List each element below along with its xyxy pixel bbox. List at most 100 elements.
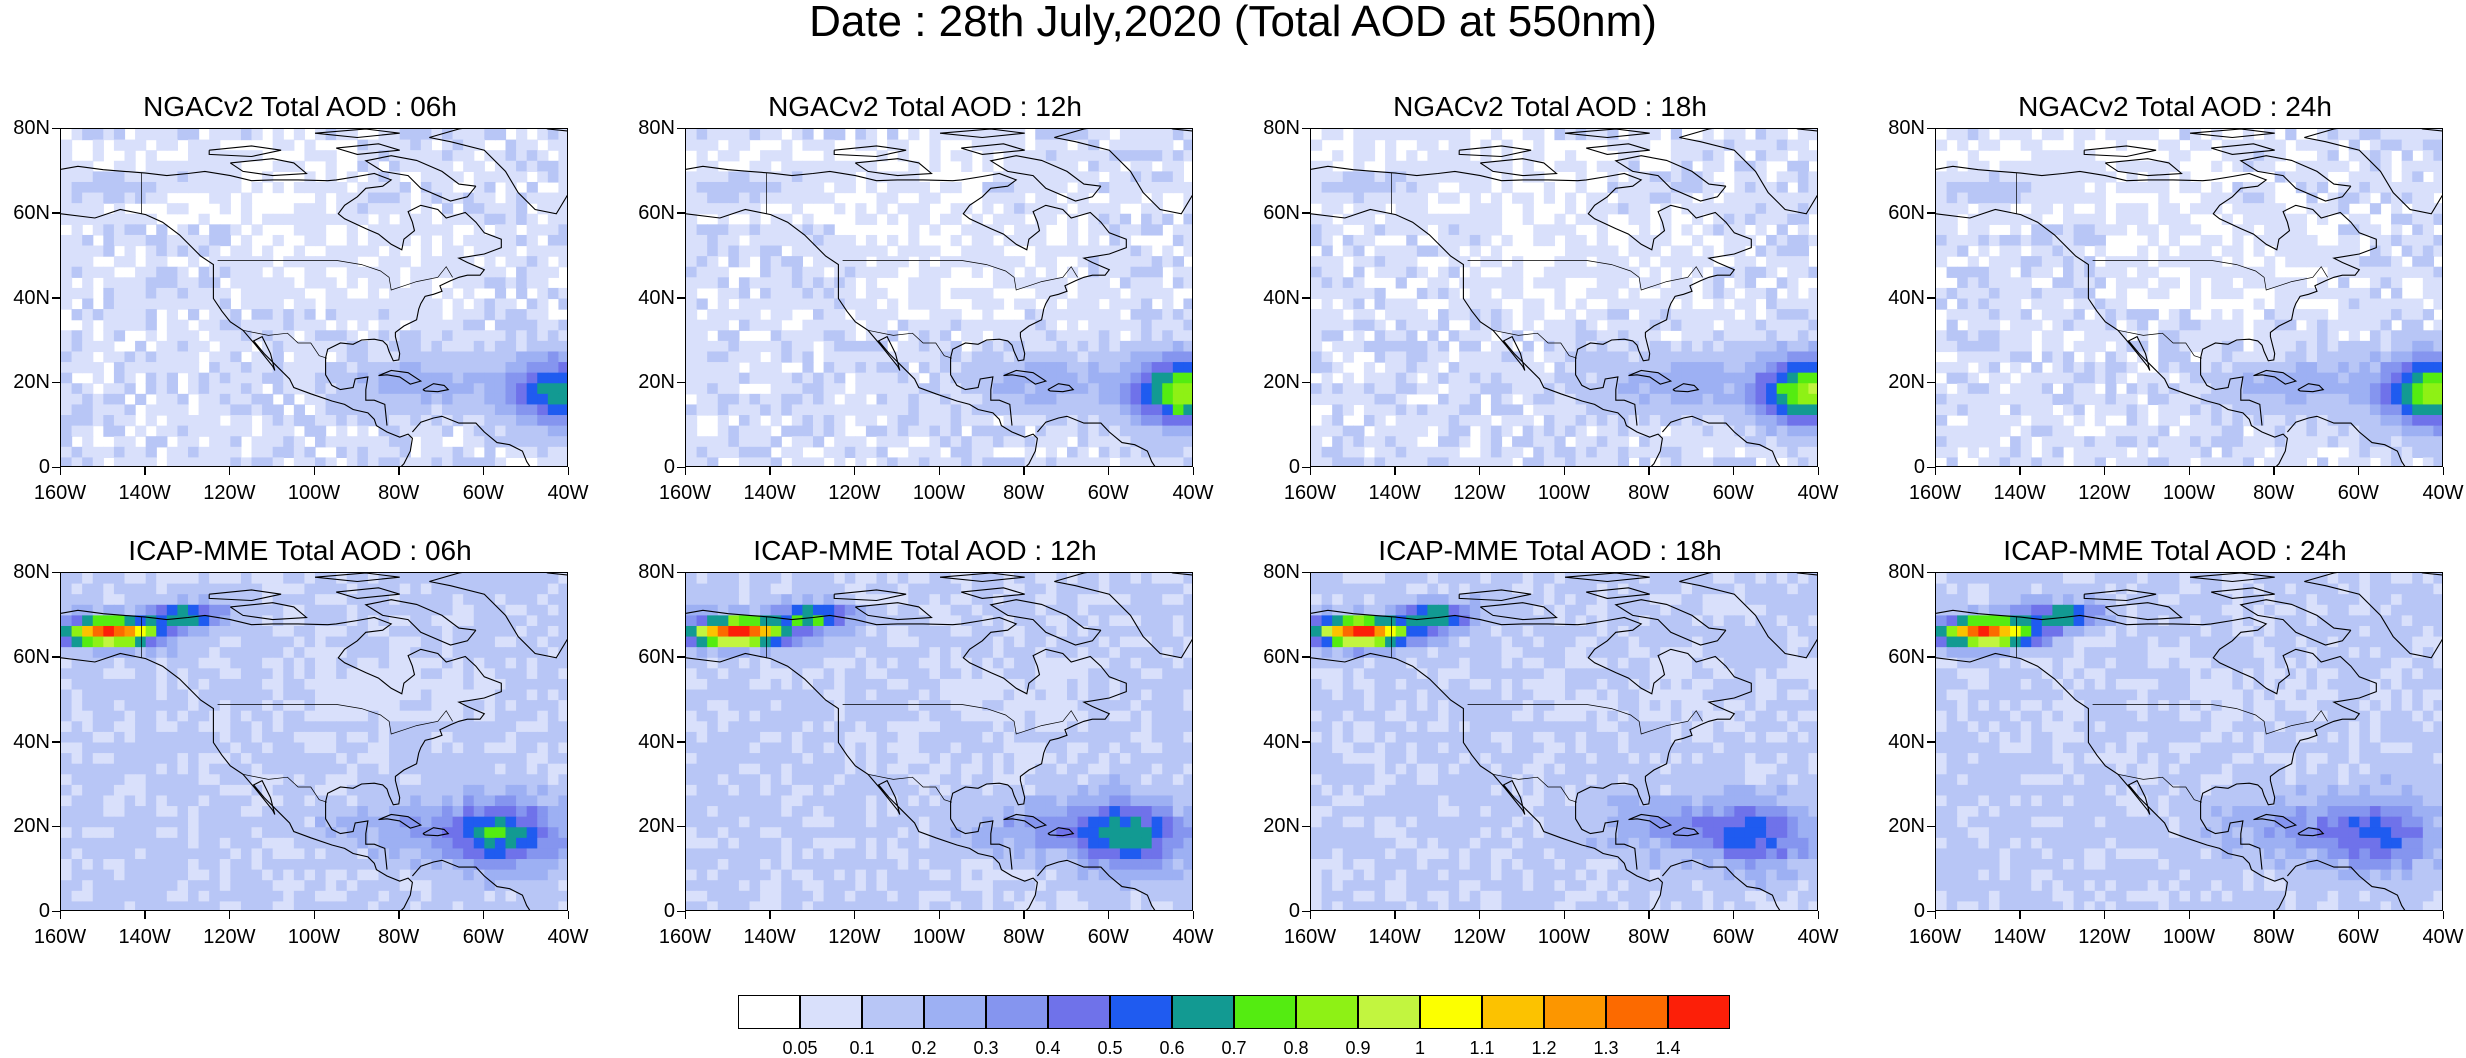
longitude-tick-label: 40W <box>538 483 598 503</box>
tick-mark <box>1927 128 1935 130</box>
latitude-tick-label: 0 <box>1254 457 1300 477</box>
tick-mark <box>52 212 60 214</box>
tick-mark <box>1302 212 1310 214</box>
longitude-tick-label: 80W <box>1619 483 1679 503</box>
tick-mark <box>568 911 570 919</box>
longitude-tick-label: 40W <box>2413 927 2466 947</box>
colorbar-label: 0.1 <box>832 1039 892 1057</box>
tick-mark <box>677 826 685 828</box>
latitude-tick-label: 80N <box>4 118 50 138</box>
longitude-tick-label: 120W <box>199 483 259 503</box>
tick-mark <box>52 656 60 658</box>
tick-mark <box>2189 911 2191 919</box>
colorbar-label: 1 <box>1390 1039 1450 1057</box>
tick-mark <box>1302 297 1310 299</box>
tick-mark <box>769 911 771 919</box>
tick-mark <box>1733 467 1735 475</box>
latitude-tick-label: 0 <box>1254 901 1300 921</box>
longitude-tick-label: 120W <box>1449 483 1509 503</box>
tick-mark <box>1927 382 1935 384</box>
aod-field <box>1311 129 1818 467</box>
tick-mark <box>2189 467 2191 475</box>
aod-field <box>686 129 1193 467</box>
longitude-tick-label: 100W <box>909 483 969 503</box>
tick-mark <box>2443 911 2445 919</box>
map-plot-area <box>1935 572 2443 911</box>
tick-mark <box>2104 467 2106 475</box>
longitude-tick-label: 60W <box>1078 483 1138 503</box>
tick-mark <box>52 826 60 828</box>
map-plot-area <box>1310 128 1818 467</box>
longitude-tick-label: 160W <box>655 483 715 503</box>
tick-mark <box>229 911 231 919</box>
latitude-tick-label: 60N <box>1254 203 1300 223</box>
aod-field <box>1936 573 2443 911</box>
tick-mark <box>1193 911 1195 919</box>
longitude-tick-label: 140W <box>1365 927 1425 947</box>
longitude-tick-label: 40W <box>1788 483 1848 503</box>
tick-mark <box>1935 467 1937 475</box>
tick-mark <box>1193 467 1195 475</box>
longitude-tick-label: 160W <box>1905 483 1965 503</box>
panel-title: NGACv2 Total AOD : 18h <box>1250 92 1850 122</box>
latitude-tick-label: 80N <box>1254 562 1300 582</box>
tick-mark <box>144 911 146 919</box>
latitude-tick-label: 80N <box>1879 562 1925 582</box>
colorbar-swatch <box>1420 995 1482 1029</box>
colorbar-swatch <box>1172 995 1234 1029</box>
longitude-tick-label: 60W <box>2328 483 2388 503</box>
tick-mark <box>314 911 316 919</box>
colorbar-swatch <box>862 995 924 1029</box>
colorbar-label: 1.4 <box>1638 1039 1698 1057</box>
colorbar-label: 1.2 <box>1514 1039 1574 1057</box>
colorbar-swatch <box>1296 995 1358 1029</box>
latitude-tick-label: 60N <box>4 647 50 667</box>
tick-mark <box>1394 467 1396 475</box>
latitude-tick-label: 20N <box>1879 372 1925 392</box>
aod-field <box>61 573 568 911</box>
colorbar-swatch <box>924 995 986 1029</box>
map-plot-area <box>60 572 568 911</box>
tick-mark <box>1927 656 1935 658</box>
longitude-tick-label: 80W <box>994 927 1054 947</box>
latitude-tick-label: 40N <box>629 288 675 308</box>
colorbar-swatch <box>1482 995 1544 1029</box>
latitude-tick-label: 40N <box>4 288 50 308</box>
tick-mark <box>1023 911 1025 919</box>
latitude-tick-label: 0 <box>629 457 675 477</box>
tick-mark <box>2358 467 2360 475</box>
tick-mark <box>1108 467 1110 475</box>
tick-mark <box>677 382 685 384</box>
longitude-tick-label: 160W <box>1280 483 1340 503</box>
colorbar-label: 0.9 <box>1328 1039 1388 1057</box>
latitude-tick-label: 20N <box>1254 372 1300 392</box>
latitude-tick-label: 0 <box>4 457 50 477</box>
tick-mark <box>677 212 685 214</box>
latitude-tick-label: 20N <box>4 816 50 836</box>
map-plot-area <box>685 572 1193 911</box>
longitude-tick-label: 140W <box>1365 483 1425 503</box>
panel-title: ICAP-MME Total AOD : 24h <box>1875 536 2466 566</box>
longitude-tick-label: 100W <box>2159 927 2219 947</box>
longitude-tick-label: 160W <box>30 927 90 947</box>
colorbar-swatch <box>800 995 862 1029</box>
coastline <box>2190 129 2275 138</box>
tick-mark <box>1302 382 1310 384</box>
longitude-tick-label: 120W <box>824 483 884 503</box>
tick-mark <box>1927 741 1935 743</box>
latitude-tick-label: 80N <box>1254 118 1300 138</box>
tick-mark <box>1479 911 1481 919</box>
tick-mark <box>1023 467 1025 475</box>
colorbar-label: 1.3 <box>1576 1039 1636 1057</box>
tick-mark <box>677 128 685 130</box>
colorbar-swatch <box>1544 995 1606 1029</box>
tick-mark <box>685 467 687 475</box>
longitude-tick-label: 160W <box>655 927 715 947</box>
latitude-tick-label: 40N <box>1879 732 1925 752</box>
latitude-tick-label: 60N <box>4 203 50 223</box>
latitude-tick-label: 60N <box>1879 647 1925 667</box>
panel-title: ICAP-MME Total AOD : 18h <box>1250 536 1850 566</box>
tick-mark <box>1648 911 1650 919</box>
